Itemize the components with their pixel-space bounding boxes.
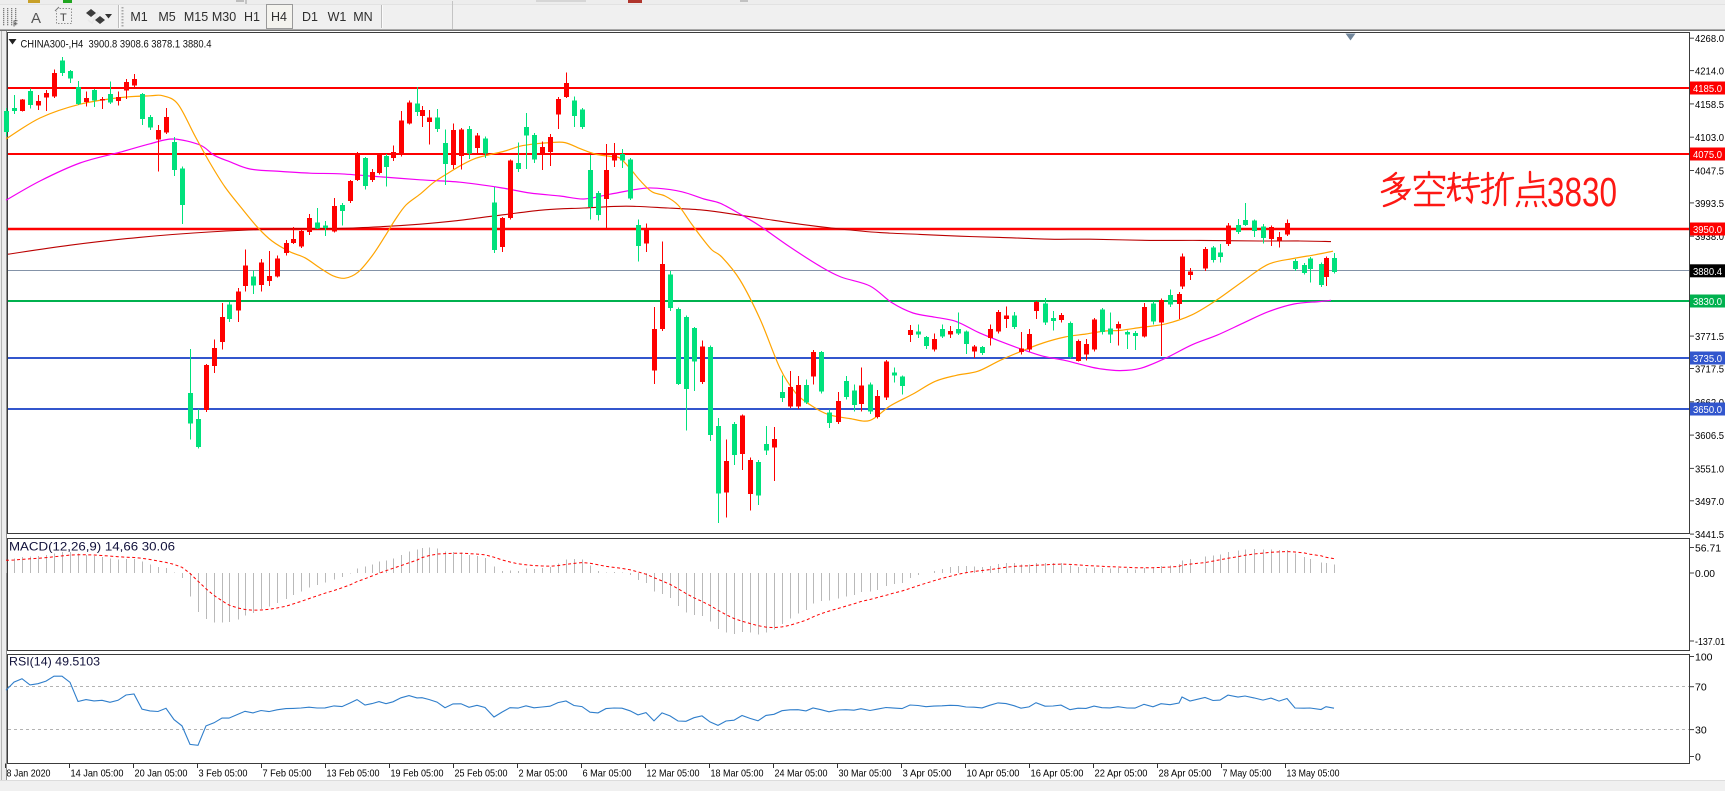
svg-text:4047.5: 4047.5 (1695, 166, 1724, 178)
svg-text:3950.0: 3950.0 (1693, 224, 1722, 236)
svg-text:3830.0: 3830.0 (1693, 296, 1722, 308)
svg-text:4268.0: 4268.0 (1695, 33, 1724, 45)
svg-text:3606.5: 3606.5 (1695, 430, 1724, 442)
svg-text:13 May 05:00: 13 May 05:00 (1287, 768, 1340, 780)
svg-text:3830: 3830 (1547, 169, 1617, 215)
svg-text:3441.5: 3441.5 (1695, 529, 1724, 541)
svg-text:7 May 05:00: 7 May 05:00 (1223, 768, 1272, 780)
svg-text:22 Apr 05:00: 22 Apr 05:00 (1095, 768, 1148, 780)
svg-text:3 Apr 05:00: 3 Apr 05:00 (903, 768, 952, 780)
svg-text:RSI(14) 49.5103: RSI(14) 49.5103 (9, 655, 100, 669)
svg-text:A: A (31, 10, 41, 27)
svg-text:25 Feb 05:00: 25 Feb 05:00 (455, 768, 508, 780)
svg-text:3 Feb 05:00: 3 Feb 05:00 (199, 768, 248, 780)
svg-text:4158.5: 4158.5 (1695, 99, 1724, 111)
svg-text:8 Jan 2020: 8 Jan 2020 (7, 768, 51, 780)
svg-text:3771.5: 3771.5 (1695, 331, 1724, 343)
svg-text:D1: D1 (302, 10, 318, 24)
svg-text:3880.4: 3880.4 (1693, 266, 1722, 278)
svg-text:3497.0: 3497.0 (1695, 496, 1724, 508)
svg-text:100: 100 (1695, 652, 1713, 664)
svg-text:MN: MN (353, 10, 372, 24)
svg-text:4103.0: 4103.0 (1695, 132, 1724, 144)
svg-text:CHINA300-,H4 3900.8 3908.6 38: CHINA300-,H4 3900.8 3908.6 3878.1 3880.4 (21, 39, 212, 51)
svg-text:19 Feb 05:00: 19 Feb 05:00 (391, 768, 444, 780)
svg-text:3735.0: 3735.0 (1693, 353, 1722, 365)
svg-text:MACD(12,26,9) 14,66 30.06: MACD(12,26,9) 14,66 30.06 (9, 540, 175, 554)
svg-text:16 Apr 05:00: 16 Apr 05:00 (1031, 768, 1084, 780)
svg-text:6 Mar 05:00: 6 Mar 05:00 (583, 768, 632, 780)
svg-text:M15: M15 (184, 10, 208, 24)
svg-text:4214.0: 4214.0 (1695, 66, 1724, 78)
svg-text:T: T (60, 12, 67, 24)
svg-text:18 Mar 05:00: 18 Mar 05:00 (711, 768, 764, 780)
svg-text:10 Apr 05:00: 10 Apr 05:00 (967, 768, 1020, 780)
svg-text:20 Jan 05:00: 20 Jan 05:00 (135, 768, 188, 780)
svg-text:M1: M1 (130, 10, 147, 24)
svg-text:H4: H4 (271, 10, 287, 24)
svg-text:2 Mar 05:00: 2 Mar 05:00 (519, 768, 568, 780)
svg-text:M5: M5 (158, 10, 175, 24)
svg-text:24 Mar 05:00: 24 Mar 05:00 (775, 768, 828, 780)
svg-text:3551.0: 3551.0 (1695, 463, 1724, 475)
svg-text:56.71: 56.71 (1695, 543, 1721, 555)
svg-text:30 Mar 05:00: 30 Mar 05:00 (839, 768, 892, 780)
svg-text:4185.0: 4185.0 (1693, 83, 1722, 95)
svg-text:M30: M30 (212, 10, 236, 24)
svg-text:28 Apr 05:00: 28 Apr 05:00 (1159, 768, 1212, 780)
svg-text:0.00: 0.00 (1695, 568, 1715, 580)
svg-text:30: 30 (1695, 725, 1707, 737)
svg-text:3993.5: 3993.5 (1695, 198, 1724, 210)
svg-text:0: 0 (1695, 752, 1701, 764)
svg-text:H1: H1 (244, 10, 260, 24)
svg-text:3650.0: 3650.0 (1693, 404, 1722, 416)
svg-text:-137.01: -137.01 (1695, 636, 1725, 648)
svg-text:7 Feb 05:00: 7 Feb 05:00 (263, 768, 312, 780)
svg-text:3717.5: 3717.5 (1695, 364, 1724, 376)
svg-text:13 Feb 05:00: 13 Feb 05:00 (327, 768, 380, 780)
svg-text:W1: W1 (328, 10, 347, 24)
svg-text:4075.0: 4075.0 (1693, 149, 1722, 161)
svg-text:F: F (13, 20, 18, 29)
svg-text:70: 70 (1695, 682, 1707, 694)
svg-text:12 Mar 05:00: 12 Mar 05:00 (647, 768, 700, 780)
svg-text:14 Jan 05:00: 14 Jan 05:00 (71, 768, 124, 780)
